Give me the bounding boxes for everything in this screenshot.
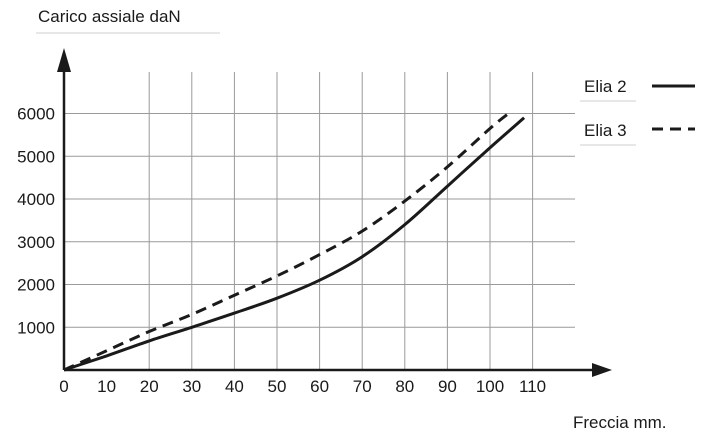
legend-item-elia-3: Elia 3 <box>580 121 695 146</box>
x-tick-label: 30 <box>182 377 201 396</box>
y-tick-label: 2000 <box>17 276 55 295</box>
y-tick-label: 3000 <box>17 233 55 252</box>
x-tick-label: 110 <box>519 377 546 396</box>
axes <box>57 48 612 377</box>
x-tick-label: 10 <box>97 377 116 396</box>
y-tick-label: 6000 <box>17 105 55 124</box>
y-tick-label: 4000 <box>17 190 55 209</box>
x-axis-arrowhead <box>592 363 612 377</box>
x-axis-title: Freccia mm. <box>573 413 667 432</box>
legend-label-elia-3: Elia 3 <box>584 121 627 140</box>
tick-labels: 0 10 20 30 40 50 60 70 80 90 100 110 1000 2000 3000 400… <box>17 105 546 397</box>
x-tick-label: 70 <box>353 377 372 396</box>
legend-item-elia-2: Elia 2 <box>580 77 695 102</box>
y-axis-arrowhead <box>57 48 71 72</box>
series-line-elia-2 <box>63 116 526 372</box>
y-tick-label: 5000 <box>17 147 55 166</box>
x-tick-label: 0 <box>59 377 68 396</box>
x-tick-label: 20 <box>140 377 159 396</box>
legend-label-elia-2: Elia 2 <box>584 77 627 96</box>
series-lines <box>63 110 526 372</box>
x-tick-label: 40 <box>225 377 244 396</box>
x-tick-label: 60 <box>310 377 329 396</box>
x-tick-label: 50 <box>268 377 287 396</box>
legend: Elia 2 Elia 3 <box>580 77 695 146</box>
x-tick-label: 100 <box>476 377 504 396</box>
x-tick-label: 90 <box>438 377 457 396</box>
y-tick-label: 1000 <box>17 318 55 337</box>
grid <box>64 72 575 370</box>
x-tick-label: 80 <box>395 377 414 396</box>
series-line-elia-3 <box>63 110 513 372</box>
y-axis-title: Carico assiale daN <box>38 7 181 26</box>
